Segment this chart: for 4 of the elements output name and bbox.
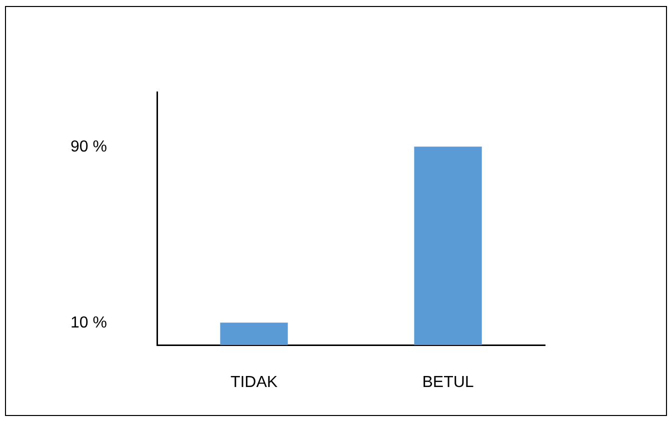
x-tick-label: BETUL <box>422 374 474 392</box>
y-tick-label: 90 % <box>70 138 107 156</box>
x-tick-label: TIDAK <box>230 374 278 392</box>
y-tick-label: 10 % <box>70 314 107 332</box>
